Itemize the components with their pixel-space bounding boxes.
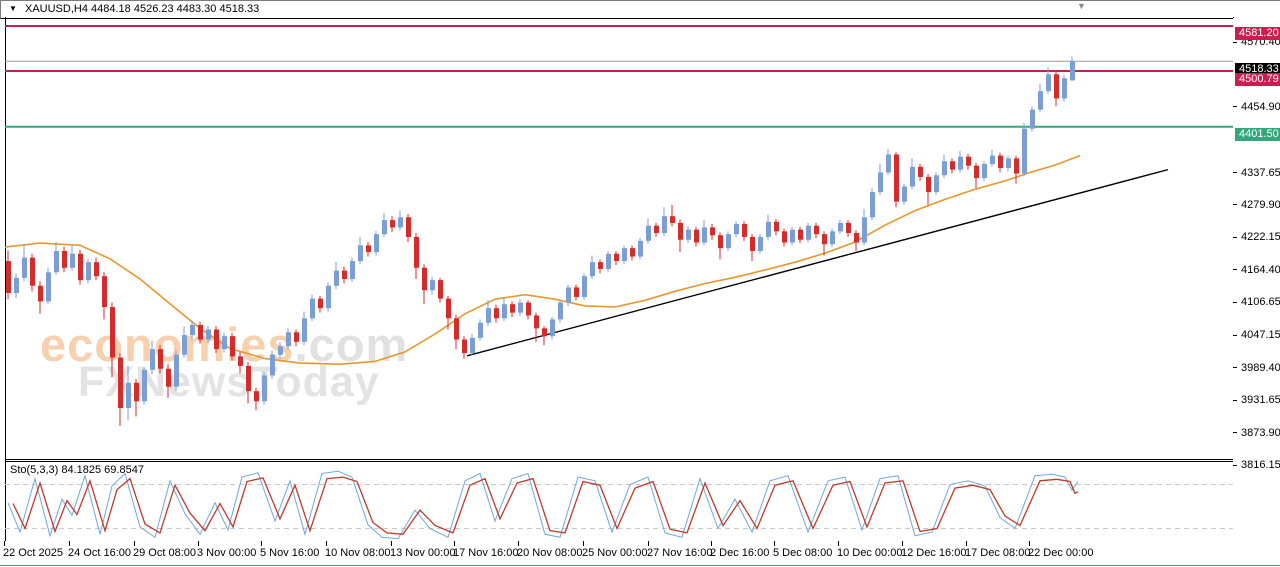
bottom-accent-line xyxy=(0,565,1280,566)
sto-d-line xyxy=(12,476,1079,535)
price-tick-label: 4106.65 xyxy=(1241,296,1280,309)
price-tick-label: 3931.65 xyxy=(1241,394,1280,407)
time-tick-mark xyxy=(583,541,584,546)
price-tick-mark xyxy=(1233,172,1237,174)
price-pane-bottom-border xyxy=(5,459,1234,460)
price-tick-mark xyxy=(1233,334,1237,336)
symbol-ohlc-text: XAUUSD,H4 4484.18 4526.23 4483.30 4518.3… xyxy=(25,3,260,15)
time-label: 10 Nov 08:00 xyxy=(325,547,391,559)
price-tick-mark xyxy=(1233,204,1237,206)
time-tick-mark xyxy=(711,541,712,546)
price-chart-canvas[interactable] xyxy=(5,18,1233,459)
time-tick-mark xyxy=(966,541,967,546)
time-label: 13 Nov 00:00 xyxy=(390,547,456,559)
time-label: 10 Dec 00:00 xyxy=(837,547,903,559)
symbol-bar: ▼ XAUUSD,H4 4484.18 4526.23 4483.30 4518… xyxy=(0,0,1280,19)
chevron-down-icon[interactable]: ▼ xyxy=(9,4,17,13)
time-tick-mark xyxy=(198,541,199,546)
price-tick-label: 4337.65 xyxy=(1241,166,1280,179)
price-tick-label: 4279.90 xyxy=(1241,198,1280,211)
time-tick-mark xyxy=(838,541,839,546)
price-axis[interactable]: 4570.40 4454.90 4337.65 4279.90 4222.15 4164.… xyxy=(1233,18,1280,541)
time-tick-mark xyxy=(326,541,327,546)
price-tick-label: 3989.40 xyxy=(1241,361,1280,374)
price-tick-mark xyxy=(1233,367,1237,369)
time-label: 20 Nov 08:00 xyxy=(517,547,583,559)
pane-splitter[interactable] xyxy=(5,461,1234,462)
time-label: 12 Dec 16:00 xyxy=(901,547,967,559)
stochastic-indicator-label: Sto(5,3,3) 84.1825 69.8547 xyxy=(10,464,144,476)
time-tick-mark xyxy=(1029,541,1030,546)
price-tick-label: 4454.90 xyxy=(1241,100,1280,113)
time-tick-mark xyxy=(261,541,262,546)
time-label: 17 Dec 08:00 xyxy=(965,547,1031,559)
price-tick-label: 4222.15 xyxy=(1241,231,1280,244)
price-tick-label: 4047.15 xyxy=(1241,329,1280,342)
time-label: 22 Oct 2025 xyxy=(3,547,63,559)
price-badge-resistance: 4581.20 xyxy=(1235,27,1280,41)
sto-k-line xyxy=(7,470,1079,540)
time-label: 27 Nov 16:00 xyxy=(647,547,713,559)
time-label: 3 Nov 00:00 xyxy=(197,547,257,559)
price-tick-mark xyxy=(1233,236,1237,238)
trendline xyxy=(466,168,1169,357)
time-tick-mark xyxy=(518,541,519,546)
time-tick-mark xyxy=(391,541,392,546)
price-tick-label: 4164.40 xyxy=(1241,263,1280,276)
time-label: 29 Oct 08:00 xyxy=(133,547,196,559)
price-badge-support: 4401.50 xyxy=(1235,128,1280,142)
time-label: 2 Dec 16:00 xyxy=(710,547,770,559)
time-label: 5 Nov 16:00 xyxy=(260,547,320,559)
price-tick-mark xyxy=(1233,432,1237,434)
price-tick-mark xyxy=(1233,106,1237,108)
price-tick-mark xyxy=(1233,464,1237,466)
price-tick-mark xyxy=(1233,301,1237,303)
time-tick-mark xyxy=(4,541,5,546)
watermark-economies: economies.com xyxy=(40,317,408,372)
time-tick-mark xyxy=(902,541,903,546)
chart-shift-marker-icon[interactable]: ▼ xyxy=(1077,1,1086,11)
price-badge-level: 4500.79 xyxy=(1235,72,1280,86)
time-label: 22 Dec 00:00 xyxy=(1028,547,1094,559)
time-tick-mark xyxy=(648,541,649,546)
time-tick-mark xyxy=(774,541,775,546)
price-badge-current: 4518.33 xyxy=(1235,62,1280,76)
watermark-accent-text: economies xyxy=(40,318,295,371)
time-label: 17 Nov 16:00 xyxy=(453,547,519,559)
stochastic-canvas[interactable] xyxy=(5,462,1233,541)
chart-frame-left xyxy=(5,17,6,541)
price-tick-mark xyxy=(1233,399,1237,401)
price-tick-label: 3873.90 xyxy=(1241,426,1280,439)
price-tick-mark xyxy=(1233,41,1237,43)
candlestick-series xyxy=(6,56,1075,426)
time-tick-mark xyxy=(454,541,455,546)
time-tick-mark xyxy=(134,541,135,546)
time-label: 5 Dec 08:00 xyxy=(773,547,833,559)
time-label: 24 Oct 16:00 xyxy=(68,547,131,559)
time-label: 25 Nov 00:00 xyxy=(582,547,648,559)
watermark-domain-text: .com xyxy=(294,318,409,371)
price-tick-mark xyxy=(1233,269,1237,271)
time-axis[interactable]: 22 Oct 2025 24 Oct 16:00 29 Oct 08:00 3 Nov… xyxy=(0,541,1280,565)
time-tick-mark xyxy=(69,541,70,546)
price-tick-label: 3816.15 xyxy=(1241,459,1280,472)
